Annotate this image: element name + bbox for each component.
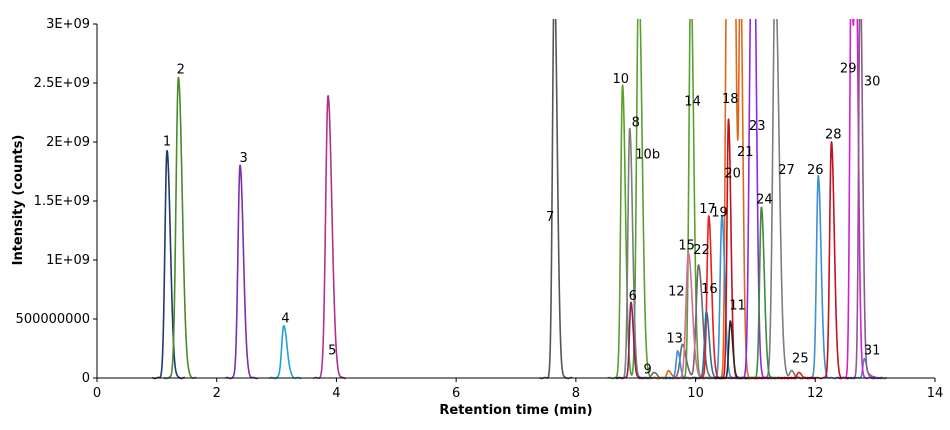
peak-label-30: 30 <box>864 74 881 89</box>
y-tick-label: 1E+09 <box>46 253 90 268</box>
peak-label-20: 20 <box>724 166 741 181</box>
x-tick-label: 4 <box>332 386 340 401</box>
peak-label-2: 2 <box>177 63 185 78</box>
peak-label-19: 19 <box>711 205 728 220</box>
peak-label-8: 8 <box>632 116 640 131</box>
series-trace-13 <box>672 252 707 380</box>
peak-label-14: 14 <box>684 94 701 109</box>
peak-label-9: 9 <box>644 362 652 377</box>
x-tick-label: 8 <box>572 386 580 401</box>
series-trace-21 <box>844 19 888 380</box>
series-trace-3 <box>224 164 259 380</box>
series-trace-2 <box>162 76 197 380</box>
peak-label-3: 3 <box>240 151 248 166</box>
peak-label-1: 1 <box>163 135 171 150</box>
x-tick-label: 14 <box>927 386 944 401</box>
y-tick-label: 1.5E+09 <box>34 194 90 209</box>
series-trace-4 <box>268 324 303 380</box>
x-tick-label: 2 <box>213 386 221 401</box>
x-tick-label: 6 <box>452 386 460 401</box>
peak-label-16: 16 <box>701 282 718 297</box>
series-trace-10 <box>638 264 718 380</box>
y-tick-label: 3E+09 <box>46 17 90 32</box>
peak-label-6: 6 <box>629 289 637 304</box>
series-layer <box>151 19 888 380</box>
y-tick-label: 500000000 <box>16 312 90 327</box>
peak-label-12: 12 <box>668 284 685 299</box>
peak-label-15: 15 <box>678 238 695 253</box>
peak-label-28: 28 <box>825 127 842 142</box>
peak-label-27: 27 <box>778 163 795 178</box>
series-trace-19 <box>745 206 780 380</box>
series-trace-5 <box>312 95 347 380</box>
peak-labels-layer: 12345710810b6914151213221617191820211123… <box>163 61 881 377</box>
peak-label-26: 26 <box>807 163 824 178</box>
x-tick-label: 0 <box>93 386 101 401</box>
peak-label-11: 11 <box>729 299 746 314</box>
x-axis-title: Retention time (min) <box>439 403 592 418</box>
peak-label-4: 4 <box>281 312 289 327</box>
peak-label-10b: 10b <box>635 148 660 163</box>
series-trace-8 <box>614 19 810 380</box>
peak-label-23: 23 <box>749 119 766 134</box>
series-trace-17 <box>714 320 749 380</box>
peak-label-7: 7 <box>546 210 554 225</box>
peak-label-5: 5 <box>328 343 336 358</box>
y-tick-label: 2.5E+09 <box>34 76 90 91</box>
peak-label-31: 31 <box>864 343 881 358</box>
y-tick-label: 0 <box>82 371 90 386</box>
peak-label-22: 22 <box>693 243 710 258</box>
peak-label-13: 13 <box>666 332 683 347</box>
x-tick-label: 10 <box>687 386 704 401</box>
peak-label-18: 18 <box>722 92 739 107</box>
series-trace-1 <box>151 149 186 380</box>
y-tick-label: 2E+09 <box>46 135 90 150</box>
x-tick-label: 12 <box>807 386 824 401</box>
peak-label-10: 10 <box>612 72 629 87</box>
series-trace-20 <box>835 19 875 380</box>
y-axis-title: Intensity (counts) <box>11 135 26 266</box>
peak-label-29: 29 <box>840 61 857 76</box>
peak-label-25: 25 <box>792 352 809 367</box>
peak-label-21: 21 <box>737 145 754 160</box>
peak-label-17: 17 <box>699 202 716 217</box>
axes-layer: 0 500000000 1E+09 1.5E+09 2E+09 2.5E+09 3E+09 0… <box>16 17 944 401</box>
series-trace-6 <box>538 19 573 380</box>
peak-label-24: 24 <box>756 192 773 207</box>
